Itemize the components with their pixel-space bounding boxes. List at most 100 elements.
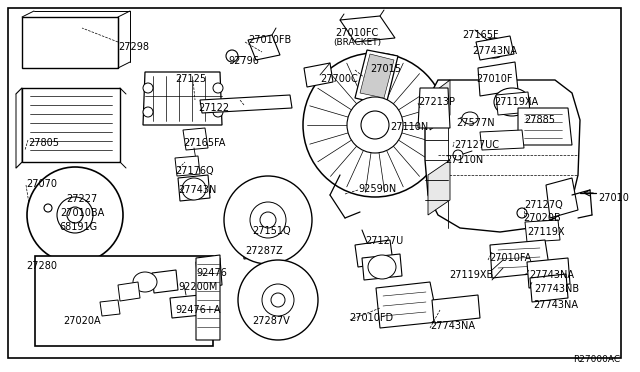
Text: 27010F: 27010F — [476, 74, 513, 84]
Polygon shape — [490, 240, 550, 278]
Polygon shape — [432, 295, 480, 323]
Ellipse shape — [213, 83, 223, 93]
Polygon shape — [175, 156, 200, 176]
Polygon shape — [430, 80, 450, 130]
Text: 92200M: 92200M — [178, 282, 218, 292]
Text: 27020B: 27020B — [523, 213, 561, 223]
Text: 27743NA: 27743NA — [529, 270, 574, 280]
Text: 27743NA: 27743NA — [533, 300, 578, 310]
Text: 27110N: 27110N — [445, 155, 483, 165]
Ellipse shape — [27, 167, 123, 263]
Text: 27743NB: 27743NB — [534, 284, 579, 294]
Polygon shape — [178, 175, 210, 201]
Polygon shape — [530, 274, 568, 302]
Polygon shape — [496, 92, 530, 115]
Text: 27577N: 27577N — [456, 118, 495, 128]
Text: 92590N: 92590N — [358, 184, 396, 194]
Text: 27119XA: 27119XA — [494, 97, 538, 107]
Ellipse shape — [462, 112, 478, 124]
Ellipse shape — [250, 202, 286, 238]
Ellipse shape — [494, 88, 530, 116]
Ellipse shape — [44, 204, 52, 212]
Ellipse shape — [361, 111, 389, 139]
Polygon shape — [418, 88, 450, 128]
Text: 27885: 27885 — [524, 115, 555, 125]
Text: 27743NA: 27743NA — [430, 321, 475, 331]
Ellipse shape — [347, 97, 403, 153]
Polygon shape — [200, 95, 292, 113]
Polygon shape — [196, 255, 220, 340]
Ellipse shape — [230, 182, 306, 258]
Text: 27287Z: 27287Z — [245, 246, 283, 256]
Text: 27127UC: 27127UC — [454, 140, 499, 150]
Text: 27151Q: 27151Q — [252, 226, 291, 236]
Text: 92796: 92796 — [228, 56, 259, 66]
Polygon shape — [355, 240, 393, 267]
Polygon shape — [183, 128, 208, 150]
Ellipse shape — [67, 207, 83, 223]
Text: 27127Q: 27127Q — [524, 200, 563, 210]
Ellipse shape — [517, 208, 527, 218]
Text: 27176Q: 27176Q — [175, 166, 214, 176]
Bar — [35, 256, 213, 346]
Polygon shape — [118, 282, 140, 301]
Text: 27287V: 27287V — [252, 316, 290, 326]
Ellipse shape — [303, 53, 447, 197]
Polygon shape — [425, 80, 580, 232]
Polygon shape — [340, 16, 395, 42]
Text: 68191G: 68191G — [59, 222, 97, 232]
Ellipse shape — [244, 266, 312, 334]
Text: 92476+A: 92476+A — [175, 305, 221, 315]
Text: 27119X: 27119X — [527, 227, 564, 237]
Ellipse shape — [63, 271, 87, 291]
Text: 27700C: 27700C — [320, 74, 358, 84]
Polygon shape — [362, 254, 402, 280]
Text: 27070: 27070 — [26, 179, 57, 189]
Polygon shape — [143, 72, 222, 125]
Polygon shape — [527, 258, 570, 288]
Text: 27127U: 27127U — [365, 236, 403, 246]
Ellipse shape — [57, 197, 93, 233]
Text: 27122: 27122 — [198, 103, 229, 113]
Ellipse shape — [143, 107, 153, 117]
Text: 27227: 27227 — [66, 194, 97, 204]
Polygon shape — [518, 108, 572, 145]
Polygon shape — [242, 234, 270, 259]
Ellipse shape — [226, 50, 238, 62]
Ellipse shape — [453, 150, 463, 160]
Polygon shape — [546, 178, 578, 218]
Text: 27805: 27805 — [28, 138, 59, 148]
Polygon shape — [22, 88, 120, 162]
Text: 27010FC: 27010FC — [335, 28, 378, 38]
Ellipse shape — [262, 284, 294, 316]
Polygon shape — [355, 50, 398, 105]
Polygon shape — [476, 36, 514, 60]
Polygon shape — [22, 17, 118, 68]
Text: 27125: 27125 — [175, 74, 206, 84]
Text: 27743N: 27743N — [178, 185, 216, 195]
Polygon shape — [360, 54, 394, 98]
Text: 27110N: 27110N — [390, 122, 428, 132]
Ellipse shape — [182, 178, 206, 200]
Polygon shape — [196, 258, 222, 289]
Text: 27165F: 27165F — [462, 30, 499, 40]
Polygon shape — [525, 220, 560, 242]
Polygon shape — [376, 282, 438, 328]
Text: 27010BA: 27010BA — [60, 208, 104, 218]
Ellipse shape — [260, 212, 276, 228]
Polygon shape — [480, 130, 524, 150]
Polygon shape — [248, 35, 280, 60]
Text: 27010: 27010 — [598, 193, 629, 203]
Text: 92476: 92476 — [196, 268, 227, 278]
Text: 27010FD: 27010FD — [349, 313, 393, 323]
Ellipse shape — [238, 260, 318, 340]
Ellipse shape — [143, 83, 153, 93]
Text: 27743NA: 27743NA — [472, 46, 517, 56]
Polygon shape — [304, 63, 333, 87]
Polygon shape — [16, 88, 22, 168]
Polygon shape — [152, 270, 178, 293]
Text: 27020A: 27020A — [63, 316, 100, 326]
Text: (BRACKET): (BRACKET) — [333, 38, 381, 47]
Polygon shape — [100, 300, 120, 316]
Ellipse shape — [482, 38, 506, 58]
